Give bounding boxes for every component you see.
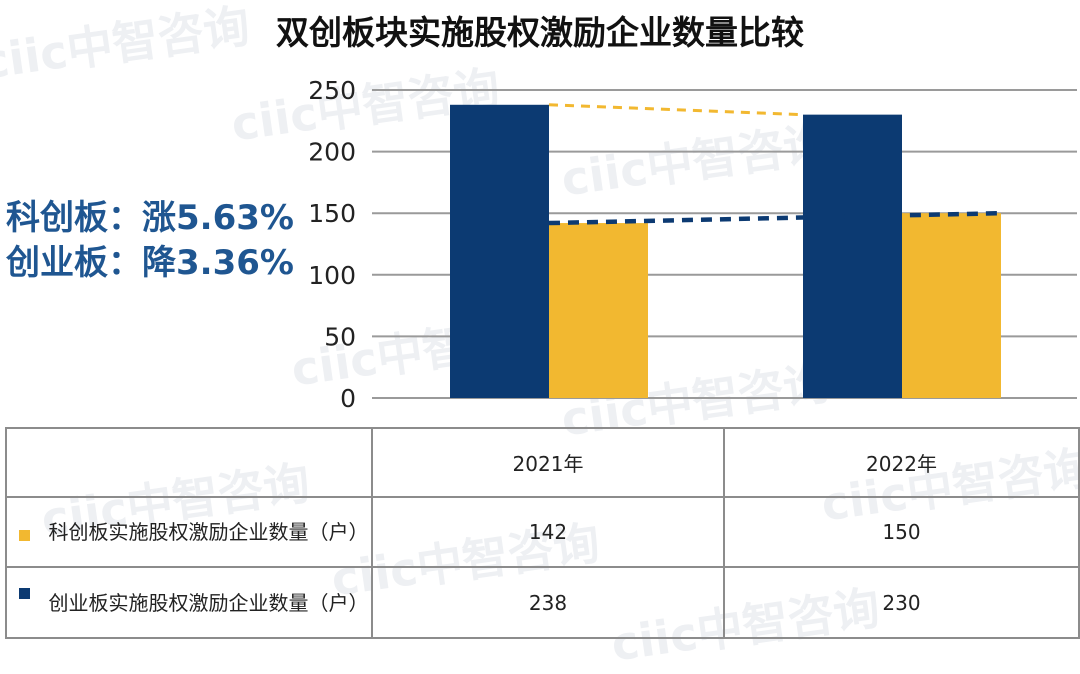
y-tick-labels: 0 50 100 150 200 250 xyxy=(308,76,356,413)
bar-chart: 0 50 100 150 200 250 xyxy=(308,76,1077,413)
bar-star-market-2 xyxy=(902,213,1001,398)
table-cell: 142 xyxy=(371,495,725,569)
table-row-label: 科创板实施股权激励企业数量（户） xyxy=(5,495,373,569)
trend-line-gem-board xyxy=(548,103,804,117)
y-tick-label: 50 xyxy=(324,322,356,351)
legend-swatch-gem-board xyxy=(19,588,30,600)
y-tick-label: 100 xyxy=(308,261,356,290)
legend-swatch-star-market xyxy=(19,529,30,541)
table-header-2022: 2022年 xyxy=(723,427,1080,498)
table-row-label: 创业板实施股权激励企业数量（户） xyxy=(5,566,373,639)
table-cell: 238 xyxy=(371,566,725,639)
table-row: 创业板实施股权激励企业数量（户） 238 230 xyxy=(5,566,1080,639)
table-header-2021: 2021年 xyxy=(371,427,725,498)
annotation-star-market: 科创板：涨5.63% xyxy=(6,198,294,238)
y-tick-label: 0 xyxy=(340,384,356,413)
table-header-row: 2021年 2022年 xyxy=(5,427,1080,498)
table-cell: 150 xyxy=(723,495,1080,569)
bar-star-market-1 xyxy=(549,223,648,398)
chart-title: 双创板块实施股权激励企业数量比较 xyxy=(276,13,804,52)
y-tick-label: 250 xyxy=(308,76,356,105)
bar-gem-board-2 xyxy=(803,114,902,398)
annotation-gem-board: 创业板：降3.36% xyxy=(6,243,294,283)
bars xyxy=(450,104,1001,398)
y-tick-label: 200 xyxy=(308,138,356,167)
trend-lines xyxy=(548,103,1002,226)
y-tick-label: 150 xyxy=(308,199,356,228)
row-label-star-market: 科创板实施股权激励企业数量（户） xyxy=(48,519,369,544)
table-row: 科创板实施股权激励企业数量（户） 142 150 xyxy=(5,495,1080,569)
table-corner-cell xyxy=(5,427,373,498)
bar-gem-board-1 xyxy=(450,104,549,398)
data-table: 2021年 2022年 科创板实施股权激励企业数量（户） 142 150 创业板… xyxy=(5,427,1080,639)
row-label-gem-board: 创业板实施股权激励企业数量（户） xyxy=(48,590,369,615)
table-cell: 230 xyxy=(723,566,1080,639)
